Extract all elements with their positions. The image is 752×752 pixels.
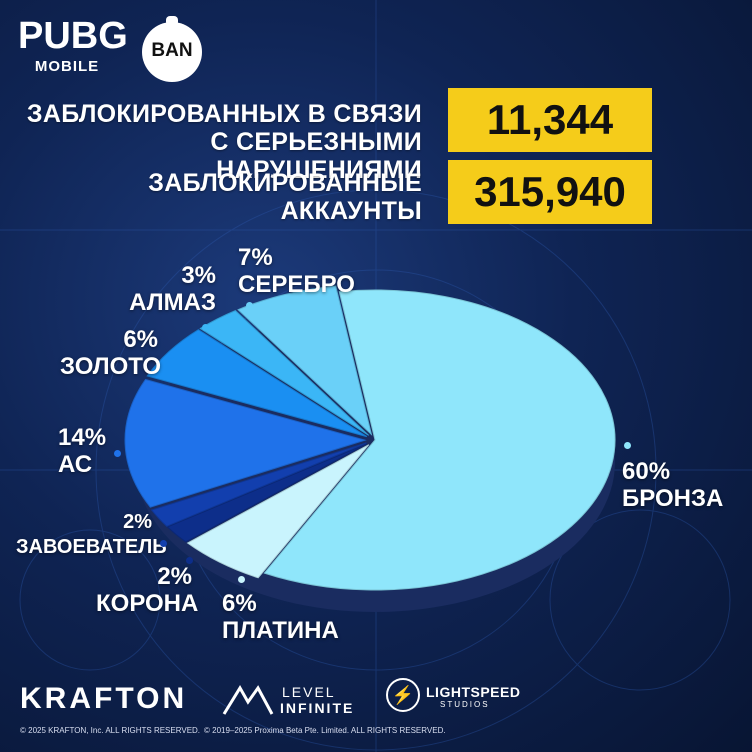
slice-label-conqueror: 2% ЗАВОЕВАТЕЛЬ [16, 510, 167, 560]
slice-name-conqueror: ЗАВОЕВАТЕЛЬ [16, 536, 167, 558]
lightspeed-line1: LIGHTSPEED [426, 684, 521, 700]
slice-pct-bronze: 60% [622, 458, 671, 485]
ban-bomb-icon: BAN [142, 16, 202, 84]
slice-dot-ace [114, 450, 121, 457]
pie-slice-7 [237, 285, 373, 436]
slice-pct-conqueror: 2% [123, 511, 152, 533]
slice-name-gold: ЗОЛОТО [60, 353, 162, 380]
stat-banned-accounts-value: 315,940 [448, 160, 652, 224]
pubg-logo-subtitle: MOBILE [34, 58, 100, 75]
slice-pct-gold: 6% [123, 326, 158, 353]
slice-name-bronze: БРОНЗА [622, 485, 724, 512]
lightspeed-line2: STUDIOS [440, 700, 490, 709]
slice-pct-silver: 7% [238, 244, 273, 271]
slice-name-platinum: ПЛАТИНА [222, 617, 339, 644]
slice-dot-crown [186, 557, 193, 564]
ban-badge-knob [166, 16, 178, 26]
slice-name-crown: КОРОНА [96, 590, 199, 617]
pie-slice-6 [199, 310, 370, 436]
slice-dot-gold [167, 352, 174, 359]
level-infinite-line2: INFINITE [280, 700, 355, 716]
pie-slice-4 [124, 378, 367, 508]
level-infinite-line1: LEVEL [282, 684, 336, 700]
slice-pct-ace: 14% [58, 424, 107, 451]
slice-dot-silver [246, 302, 253, 309]
slice-dot-diamond [202, 324, 209, 331]
stat-label-line: С СЕРЬЕЗНЫМИ НАРУШЕНИЯМИ [210, 128, 422, 184]
pie-slice-3 [150, 442, 367, 527]
slice-pct-crown: 2% [157, 563, 192, 590]
slice-label-silver: 7% СЕРЕБРО [238, 244, 355, 298]
slice-pct-platinum: 6% [222, 590, 257, 617]
footer: KRAFTON LEVEL INFINITE ⚡ LIGHTSPEED STUD… [0, 670, 752, 752]
stat-severe-violations-value: 11,344 [448, 88, 652, 152]
pie-slice-1 [186, 444, 370, 579]
ban-badge-label: BAN [151, 40, 193, 61]
copyright-proxima: © 2019–2025 Proxima Beta Pte. Limited. A… [204, 726, 446, 735]
pie-slice-0 [263, 289, 616, 591]
slice-label-diamond: 3% АЛМАЗ [126, 262, 216, 316]
slice-name-diamond: АЛМАЗ [129, 289, 216, 316]
slice-dot-conqueror [160, 540, 167, 547]
krafton-logo: KRAFTON [20, 682, 188, 715]
lightspeed-logo: ⚡ LIGHTSPEED STUDIOS [386, 678, 526, 718]
stat-severe-violations-label: ЗАБЛОКИРОВАННЫХ В СВЯЗИ С СЕРЬЕЗНЫМИ НАР… [0, 100, 422, 184]
ban-badge-circle [142, 22, 202, 82]
stat-label-line: ЗАБЛОКИРОВАННЫЕ [148, 169, 422, 197]
stat-banned-accounts-label: ЗАБЛОКИРОВАННЫЕ АККАУНТЫ [148, 169, 422, 225]
slice-label-bronze: 60% БРОНЗА [622, 458, 723, 512]
pie-slice-2 [166, 443, 368, 543]
slice-label-crown: 2% КОРОНА [96, 563, 199, 617]
slice-label-gold: 6% ЗОЛОТО [60, 326, 162, 380]
pubg-logo-title: PUBG [18, 15, 128, 57]
lightning-bolt-icon: ⚡ [386, 678, 420, 712]
slice-name-ace: АС [58, 451, 93, 478]
slice-label-ace: 14% АС [58, 424, 106, 478]
slice-dot-platinum [238, 576, 245, 583]
level-infinite-icon [222, 685, 274, 715]
level-infinite-logo: LEVEL INFINITE [222, 680, 362, 720]
slice-pct-diamond: 3% [181, 262, 216, 289]
stat-label-line: АККАУНТЫ [280, 197, 422, 225]
stat-label-line: ЗАБЛОКИРОВАННЫХ В СВЯЗИ [26, 100, 422, 128]
pie-slice-5 [146, 329, 368, 438]
copyright-krafton: © 2025 KRAFTON, Inc. ALL RIGHTS RESERVED… [20, 726, 201, 735]
pubg-mobile-logo: PUBG MOBILE [18, 14, 128, 84]
slice-name-silver: СЕРЕБРО [238, 271, 355, 298]
slice-label-platinum: 6% ПЛАТИНА [222, 590, 339, 644]
slice-dot-bronze [624, 442, 631, 449]
